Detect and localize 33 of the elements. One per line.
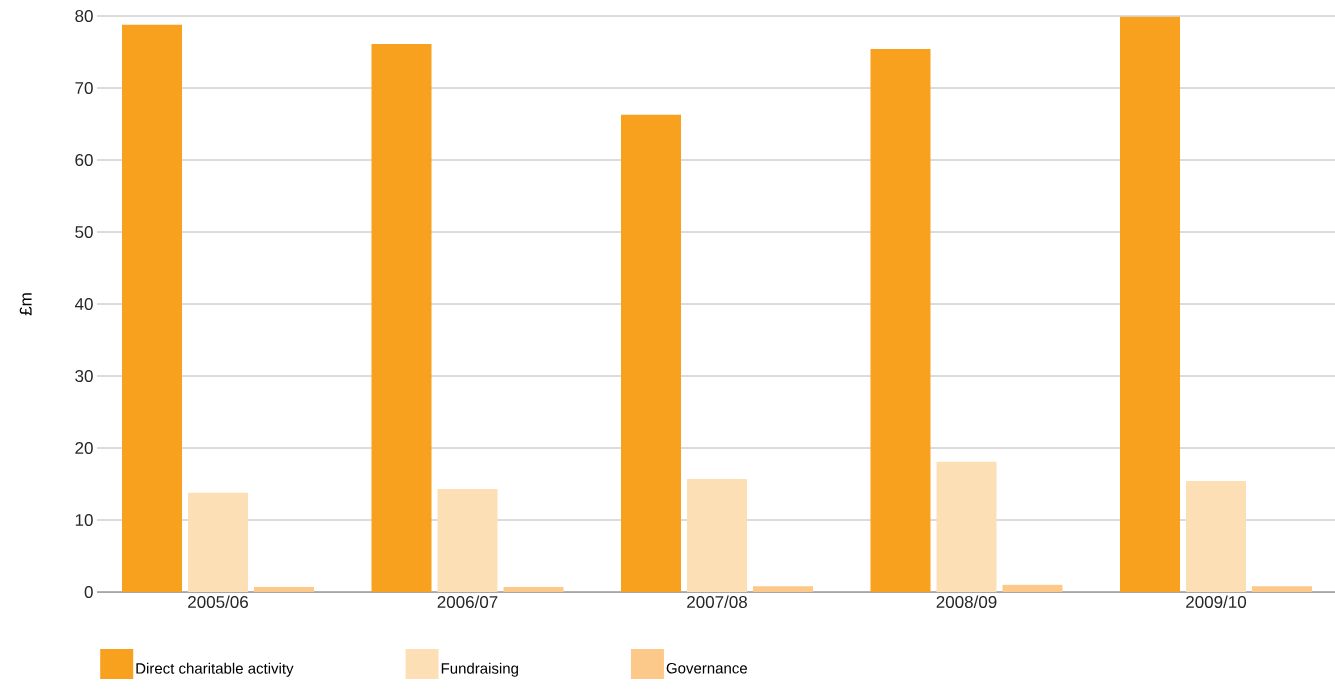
y-tick-label: 80 — [75, 9, 93, 23]
bar — [936, 461, 997, 592]
bar — [1002, 584, 1063, 592]
y-tick-label: 0 — [84, 585, 93, 599]
bar — [1120, 16, 1181, 592]
y-tick-label: 10 — [75, 513, 93, 527]
bar — [254, 586, 315, 592]
bar — [371, 44, 432, 592]
legend-label: Governance — [666, 662, 747, 674]
x-tick-label: 2008/09 — [936, 595, 997, 609]
y-tick-label: 30 — [75, 369, 93, 383]
bar — [870, 49, 931, 592]
y-tick-label: 70 — [75, 81, 93, 95]
x-tick-label: 2006/07 — [437, 595, 498, 609]
x-tick-label: 2005/06 — [188, 595, 248, 609]
bar — [687, 478, 748, 592]
y-tick-label: 20 — [75, 441, 93, 455]
legend-label: Fundraising — [441, 662, 518, 677]
y-tick-label: 50 — [75, 225, 93, 239]
y-tick-label: 60 — [75, 153, 93, 167]
bar — [503, 586, 564, 592]
y-tick-label: 40 — [74, 297, 93, 311]
bar — [122, 24, 183, 592]
bar — [437, 489, 498, 592]
x-tick-label: 2009/10 — [1186, 595, 1247, 609]
bar — [1186, 481, 1247, 592]
bar — [188, 492, 249, 592]
bar — [621, 114, 682, 592]
y-axis-title: £m — [19, 293, 32, 316]
bar — [753, 586, 814, 592]
bar — [1252, 586, 1313, 592]
x-tick-label: 2007/08 — [687, 595, 747, 609]
legend-label: Direct charitable activity — [136, 662, 294, 677]
